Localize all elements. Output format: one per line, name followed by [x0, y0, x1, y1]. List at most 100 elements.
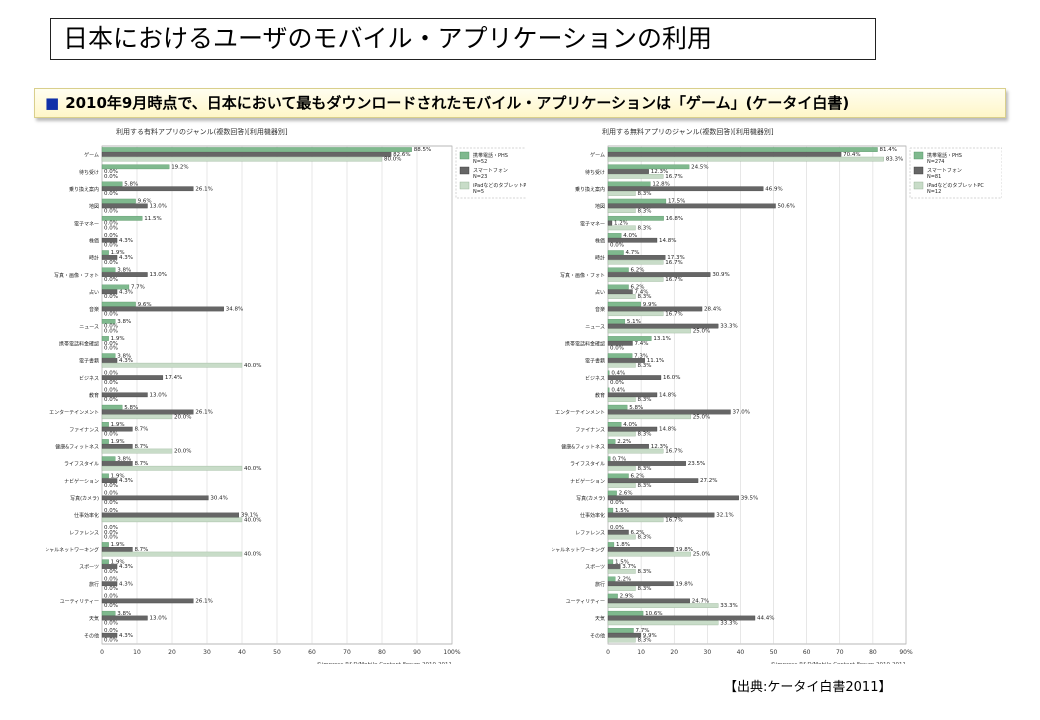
chart0-x-tick-label: 60: [308, 649, 316, 656]
chart1-data-label: 2.2%: [617, 439, 631, 445]
chart1-legend-n: N=12: [927, 189, 941, 195]
chart1-legend-swatch: [913, 151, 924, 160]
chart0-x-tick-label: 100%: [443, 649, 460, 656]
chart1-bar: [607, 512, 715, 518]
chart1-data-label: 0.4%: [611, 370, 625, 376]
chart0-category-label: 乗り換え案内: [69, 186, 99, 193]
chart1-bar: [607, 215, 664, 221]
chart1-data-label: 17.3%: [667, 255, 684, 261]
chart1-category-label: 地図: [595, 203, 605, 210]
chart1-data-label: 2.6%: [619, 491, 633, 497]
chart1-data-label: 2.2%: [617, 577, 631, 583]
chart0-x-tick-label: 40: [238, 649, 246, 656]
chart1-category-label: その他: [590, 632, 605, 639]
chart1-category-label: 教育: [595, 392, 605, 399]
chart1-bar: [607, 181, 651, 187]
chart0-data-label: 20.0%: [174, 414, 191, 420]
chart1-data-label: 7.4%: [635, 289, 649, 295]
chart1-category-label: 待ち受け: [585, 169, 605, 176]
chart1-legend-swatch: [913, 181, 924, 190]
chart1-data-label: 0.0%: [610, 500, 624, 506]
chart1-data-label: 19.8%: [676, 581, 693, 587]
chart0-data-label: 0.0%: [104, 603, 118, 609]
chart1-category-label: 天気: [595, 615, 605, 622]
chart1-category-label: ライフスタイル: [570, 461, 605, 468]
chart0-data-label: 1.9%: [111, 439, 125, 445]
chart1-x-tick-label: 20: [670, 649, 678, 656]
chart0-data-label: 0.0%: [104, 277, 118, 283]
chart0-data-label: 8.7%: [134, 427, 148, 433]
chart0-bar: [101, 147, 412, 152]
chart1-credit: ©impress R&D/Mobile Content Forum,2010-2…: [770, 661, 906, 664]
chart1-data-label: 8.3%: [637, 483, 651, 489]
chart0-category-label: レファレンス: [69, 530, 99, 536]
chart0-legend-n: N=23: [473, 174, 487, 180]
chart0-data-label: 4.3%: [119, 581, 133, 587]
chart0-category-label: 写真・画像・フォト: [54, 272, 99, 279]
chart1-data-label: 6.2%: [631, 530, 645, 536]
chart1-category-label: レファレンス: [575, 530, 605, 536]
chart1-bar: [607, 581, 674, 587]
chart1-bar: [607, 198, 667, 204]
chart0-data-label: 0.0%: [104, 620, 118, 626]
chart1-bar: [607, 615, 756, 621]
chart0-x-tick-label: 50: [273, 649, 281, 656]
chart0-data-label: 13.0%: [150, 616, 167, 622]
chart0-bar: [101, 319, 116, 324]
chart1-data-label: 70.4%: [843, 152, 860, 158]
chart1-bar: [607, 495, 739, 501]
chart1-category-label: 時計: [595, 255, 605, 262]
chart0-bar: [101, 473, 109, 479]
chart0-bar: [101, 615, 148, 621]
chart1-data-label: 8.3%: [637, 208, 651, 214]
chart1-title: 利用する無料アプリのジャンル(複数回答)[利用機器別]: [602, 127, 774, 136]
chart1-category-label: スポーツ: [585, 564, 605, 571]
chart1-category-label: 健康&フィットネス: [561, 444, 605, 451]
chart1-bar: [607, 547, 674, 552]
chart0-bar: [101, 156, 383, 162]
chart0-data-label: 0.0%: [104, 225, 118, 231]
chart1-bar: [607, 284, 629, 290]
chart1-data-label: 25.0%: [693, 552, 710, 558]
chart1-data-label: 50.6%: [778, 203, 795, 209]
chart0-bar: [101, 255, 118, 260]
chart1-data-label: 4.0%: [623, 233, 637, 239]
chart0-data-label: 40.0%: [244, 517, 261, 523]
chart0-bar: [101, 439, 109, 444]
chart1-data-label: 1.8%: [616, 542, 630, 548]
chart1-bar: [607, 370, 610, 376]
chart1-data-label: 6.2%: [631, 473, 645, 479]
chart1-bar: [607, 169, 649, 174]
chart0-x-tick-label: 70: [343, 649, 351, 656]
chart0-legend-n: N=52: [473, 159, 487, 165]
chart0-data-label: 0.0%: [104, 508, 118, 514]
chart0-data-label: 82.6%: [393, 152, 410, 158]
chart0-bar: [101, 426, 133, 432]
chart0-data-label: 26.1%: [195, 410, 212, 416]
chart0-x-tick-label: 90: [413, 649, 421, 656]
chart0-category-label: 旅行: [89, 581, 99, 588]
chart0-bar: [101, 301, 136, 307]
chart1-data-label: 33.3%: [720, 620, 737, 626]
chart0-bar: [101, 456, 116, 462]
chart1-category-label: 占い: [595, 289, 605, 296]
chart0-data-label: 0.0%: [104, 638, 118, 644]
chart1-x-tick-label: 50: [770, 649, 778, 656]
chart0-data-label: 8.7%: [134, 547, 148, 553]
chart0-data-label: 0.0%: [104, 525, 118, 531]
chart0-bar: [101, 465, 243, 471]
chart1-bar: [607, 375, 662, 380]
chart1-data-label: 0.0%: [610, 346, 624, 352]
chart1-data-label: 14.8%: [659, 238, 676, 244]
slide-title: 日本におけるユーザのモバイル・アプリケーションの利用: [50, 18, 876, 60]
chart0-x-tick-label: 10: [133, 649, 141, 656]
chart1-bar: [607, 294, 636, 299]
chart1-data-label: 30.9%: [712, 272, 729, 278]
chart0-data-label: 19.2%: [171, 164, 188, 170]
chart1-data-label: 7.7%: [635, 628, 649, 634]
chart1-bar: [607, 568, 636, 574]
chart0-data-label: 0.0%: [104, 500, 118, 506]
chart1-bar: [607, 414, 691, 420]
chart1-data-label: 0.4%: [611, 388, 625, 394]
chart0-data-label: 30.4%: [210, 495, 227, 501]
